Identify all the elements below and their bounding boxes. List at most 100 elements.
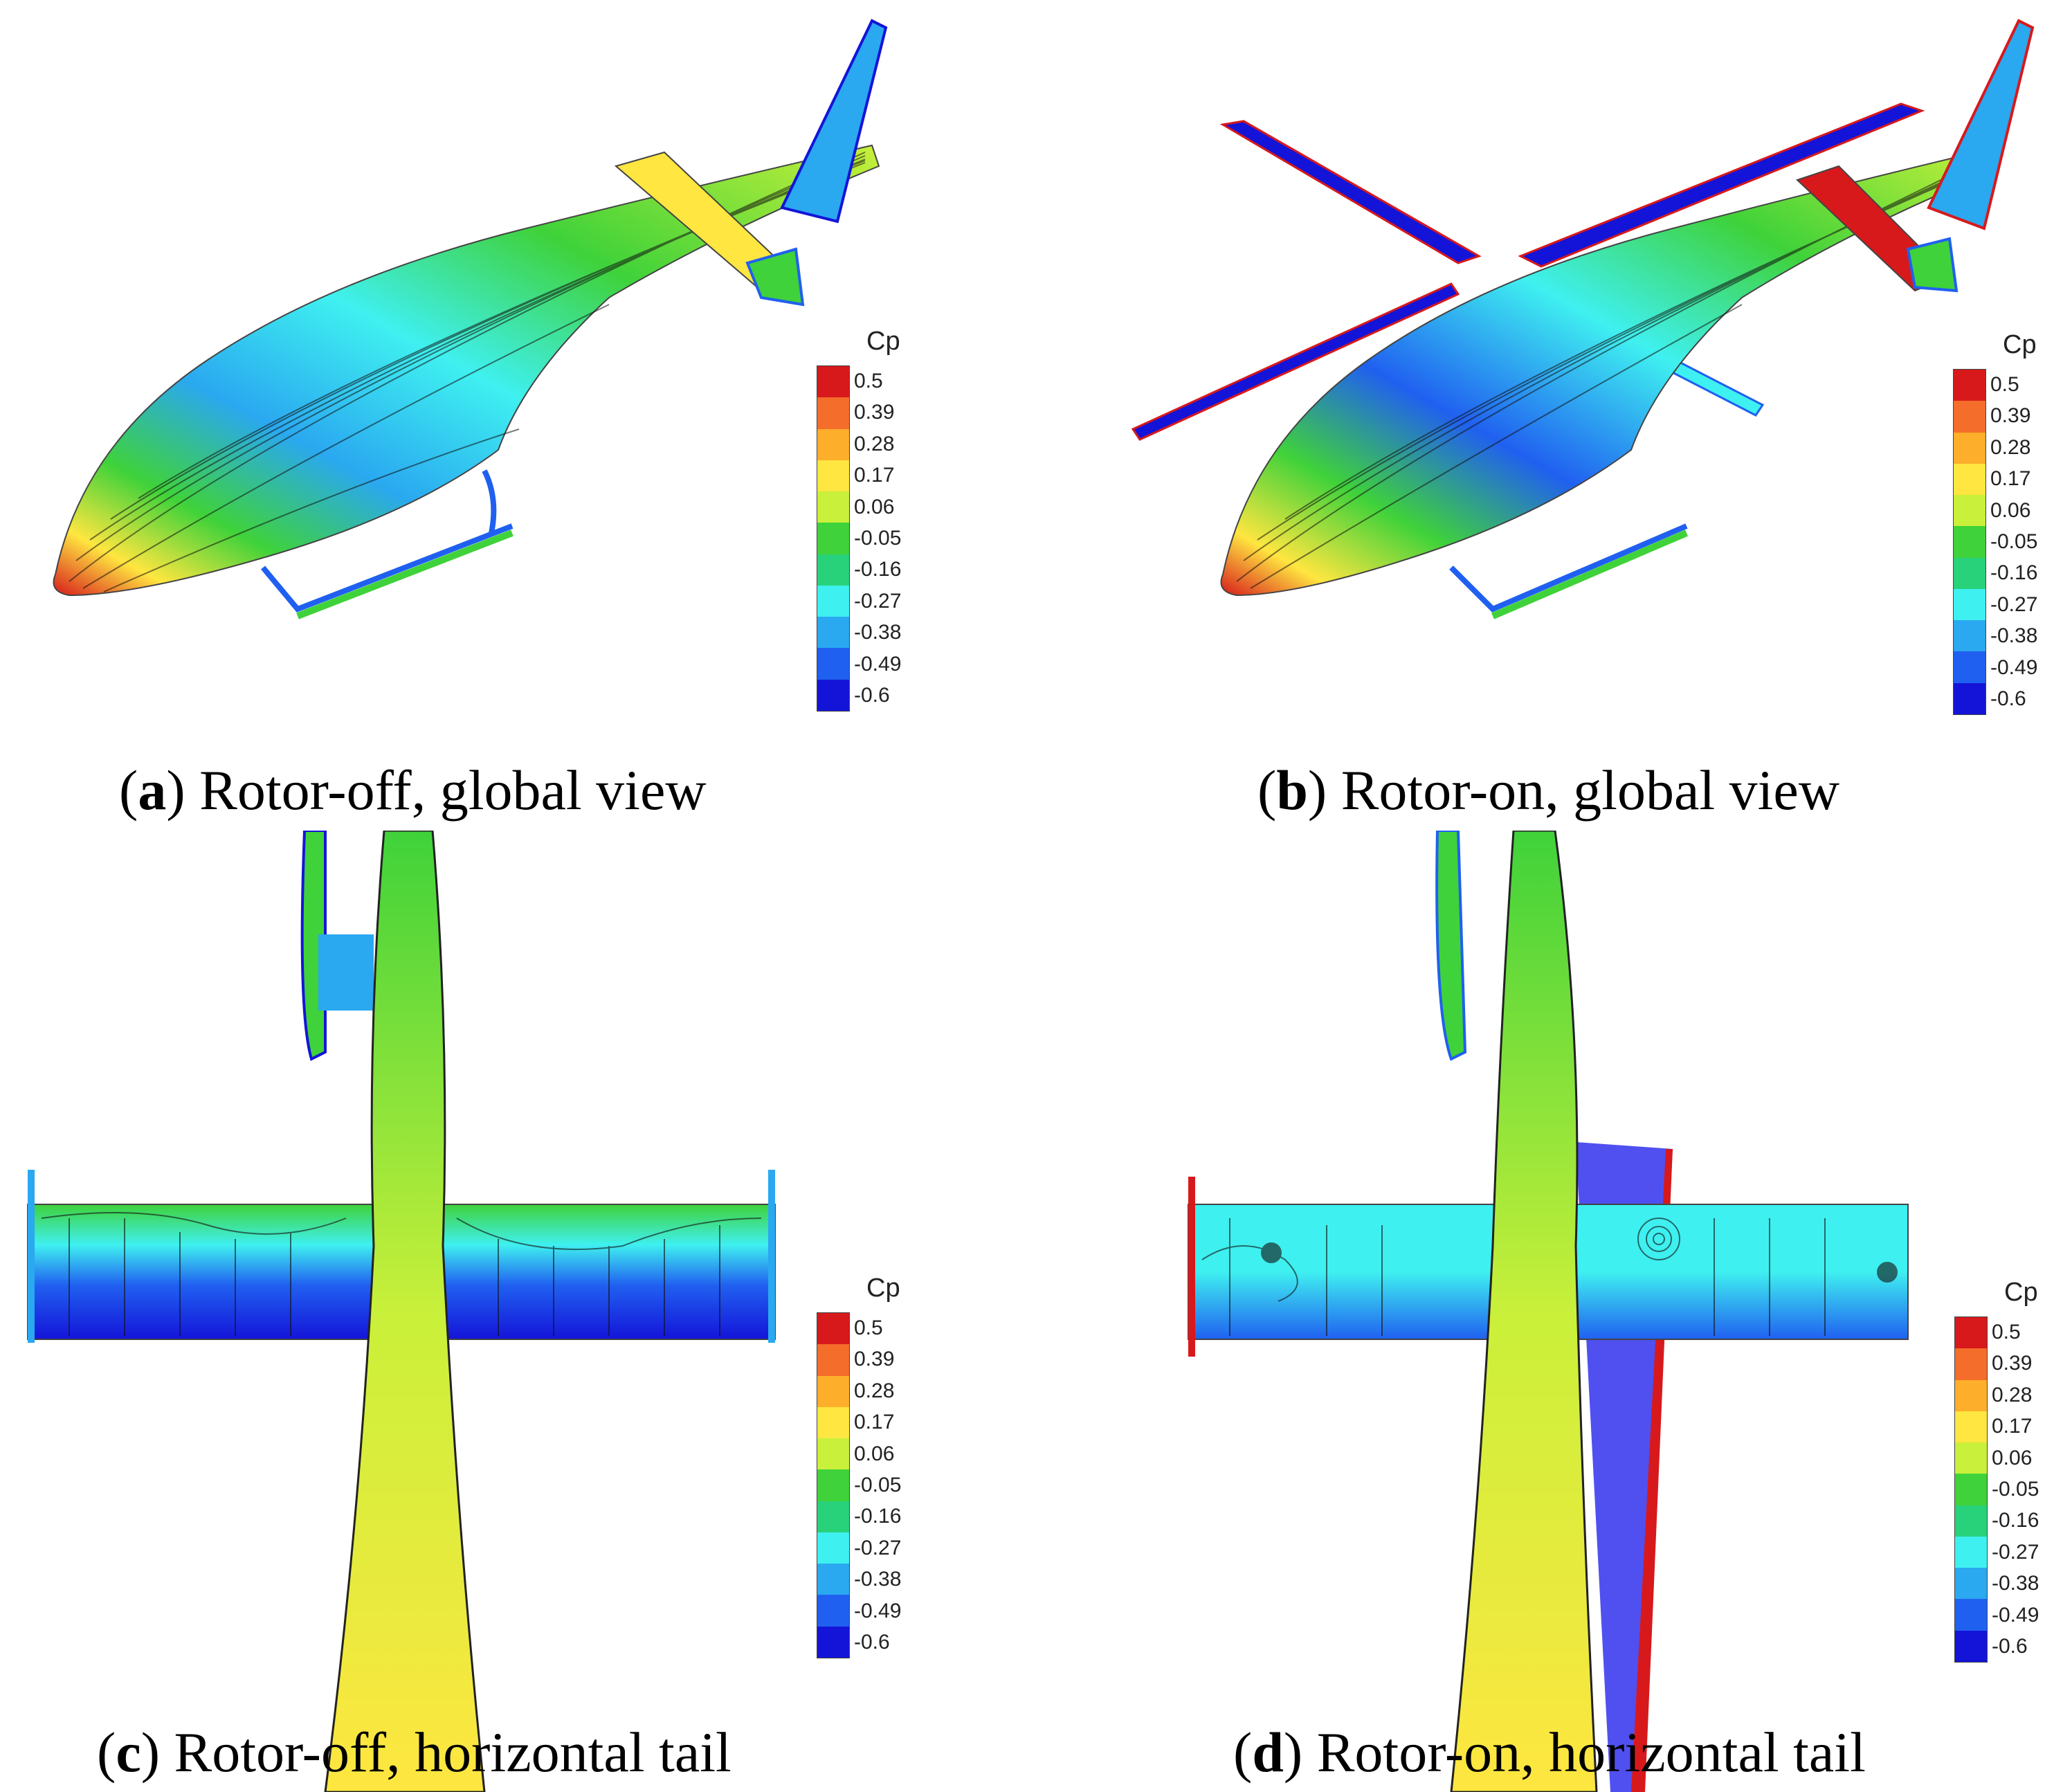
colorbar-title: Cp [2004,1278,2038,1307]
colorbar-tick-label: -0.49 [1992,1603,2039,1627]
caption-d: (d) Rotor-on, horizontal tail [1233,1721,1866,1784]
caption-letter: a [138,759,167,822]
tail-rotor-off-render [27,831,776,1792]
caption-b: (b) Rotor-on, global view [1257,759,1840,822]
colorbar-tick-label: -0.27 [1990,592,2038,616]
colorbar-swatch [817,1313,849,1345]
caption-c: (c) Rotor-off, horizontal tail [97,1721,731,1784]
colorbar-swatch [1955,1442,1987,1474]
colorbar-tick-label: 0.5 [854,1316,883,1339]
colorbar-legend-d: Cp 0.5 0.39 0.28 0.17 0.06 -0.05 -0.16 -0.27 -0.… [1954,1278,2072,1671]
colorbar-tick-label: 0.06 [854,495,895,518]
colorbar-swatch [1954,370,1985,401]
colorbar-swatch [1954,432,1985,464]
colorbar-tick-label: 0.17 [854,464,895,487]
colorbar-swatch [1955,1599,1987,1631]
colorbar-swatch [1954,620,1985,652]
colorbar-swatch [817,523,849,554]
colorbar-tick-label: 0.39 [1992,1352,2033,1375]
colorbar-swatch [817,1532,849,1564]
colorbar-tick-label: -0.38 [1992,1572,2039,1595]
colorbar-tick-label: -0.49 [854,652,902,676]
colorbar-swatch [817,585,849,617]
colorbar-tick-label: -0.27 [854,589,902,613]
panel-b: Cp 0.5 0.39 0.28 0.17 0.06 -0.05 -0.16 -0.27 -0.… [1036,0,2072,831]
colorbar-tick-label: 0.5 [1992,1320,2021,1343]
caption-text: ) Rotor-off, horizontal tail [140,1721,731,1784]
colorbar-tick-label: -0.27 [854,1536,902,1559]
colorbar-tick-label: -0.6 [854,684,890,707]
colorbar-swatch [1955,1348,1987,1380]
colorbar-tick-label: -0.38 [1990,624,2038,648]
colorbar-tick-label: -0.16 [1992,1509,2039,1532]
panel-d: Cp 0.5 0.39 0.28 0.17 0.06 -0.05 -0.16 -0.27 -0.… [1036,831,2072,1792]
colorbar-tick-label: -0.05 [854,1474,902,1496]
colorbar-swatch [817,397,849,429]
colorbar-swatch [817,1626,849,1658]
colorbar-swatch [1955,1379,1987,1411]
tail-rotor-on-render [1188,831,1909,1792]
colorbar-swatch [817,554,849,586]
colorbar-swatch [817,1501,849,1532]
colorbar-tick-label: -0.49 [854,1599,902,1622]
colorbar-tick-label: 0.06 [854,1442,895,1465]
caption-letter: d [1252,1721,1284,1784]
colorbar-swatch [1955,1568,1987,1600]
colorbar-swatch [817,1469,849,1501]
colorbar-swatch [817,1344,849,1376]
colorbar-swatch [1955,1630,1987,1662]
colorbar-tick-label: 0.28 [854,1379,895,1402]
colorbar-swatch [817,366,849,398]
colorbar-swatch [1955,1536,1987,1568]
colorbar-title: Cp [866,327,900,356]
colorbar-swatch [817,1438,849,1470]
caption-letter: b [1276,759,1308,822]
colorbar-title: Cp [2003,330,2037,359]
caption-text: ) Rotor-on, global view [1307,759,1840,822]
colorbar-title: Cp [866,1274,900,1303]
colorbar-tick-label: -0.27 [1992,1540,2039,1564]
colorbar-swatch [817,1595,849,1627]
colorbar-swatch [1954,495,1985,527]
colorbar-tick-label: -0.16 [854,558,902,581]
colorbar-tick-label: -0.6 [854,1631,890,1654]
colorbar-tick-label: 0.39 [1990,404,2031,428]
helicopter-rotor-off-render [53,19,888,619]
colorbar-tick-label: -0.38 [854,621,902,644]
colorbar-tick-label: 0.17 [854,1411,895,1434]
colorbar-swatch [817,491,849,523]
caption-letter: c [116,1721,141,1784]
colorbar-legend-c: Cp 0.5 0.39 0.28 0.17 0.06 -0.05 -0.16 -0.27 -0.… [817,1274,955,1667]
colorbar-swatch [817,460,849,492]
colorbar-tick-label: 0.06 [1992,1446,2033,1469]
colorbar-swatch [817,1375,849,1407]
colorbar-tick-label: 0.17 [1990,467,2031,491]
helicopter-rotor-on-render [1131,19,2035,619]
caption-text: ) Rotor-on, horizontal tail [1283,1721,1866,1784]
colorbar-swatch [817,679,849,711]
colorbar-swatch [1954,401,1985,433]
colorbar-swatch [817,648,849,680]
colorbar-legend-b: Cp 0.5 0.39 0.28 0.17 0.06 -0.05 -0.16 -0.27 -0.… [1953,330,2072,723]
caption-text: ) Rotor-off, global view [166,759,707,822]
colorbar-swatch [1954,557,1985,589]
colorbar-swatch [1954,588,1985,621]
colorbar-tick-label: -0.6 [1990,687,2026,711]
colorbar-tick-label: -0.05 [1990,530,2038,553]
colorbar-tick-label: 0.39 [854,401,895,424]
colorbar-tick-label: 0.39 [854,1348,895,1371]
colorbar-tick-label: -0.16 [1990,561,2038,585]
colorbar-tick-label: -0.6 [1992,1635,2028,1658]
colorbar-swatch [817,428,849,460]
colorbar-tick-label: 0.28 [1990,435,2031,459]
colorbar-tick-label: -0.16 [854,1505,902,1528]
colorbar-swatch [1955,1505,1987,1537]
colorbar-gradient [817,365,850,712]
colorbar-tick-label: 0.28 [854,432,895,455]
colorbar-tick-label: -0.49 [1990,655,2038,679]
colorbar-swatch [1955,1474,1987,1505]
colorbar-swatch [1955,1317,1987,1349]
caption-a: (a) Rotor-off, global view [119,759,707,822]
colorbar-swatch [1954,651,1985,683]
colorbar-swatch [817,617,849,649]
